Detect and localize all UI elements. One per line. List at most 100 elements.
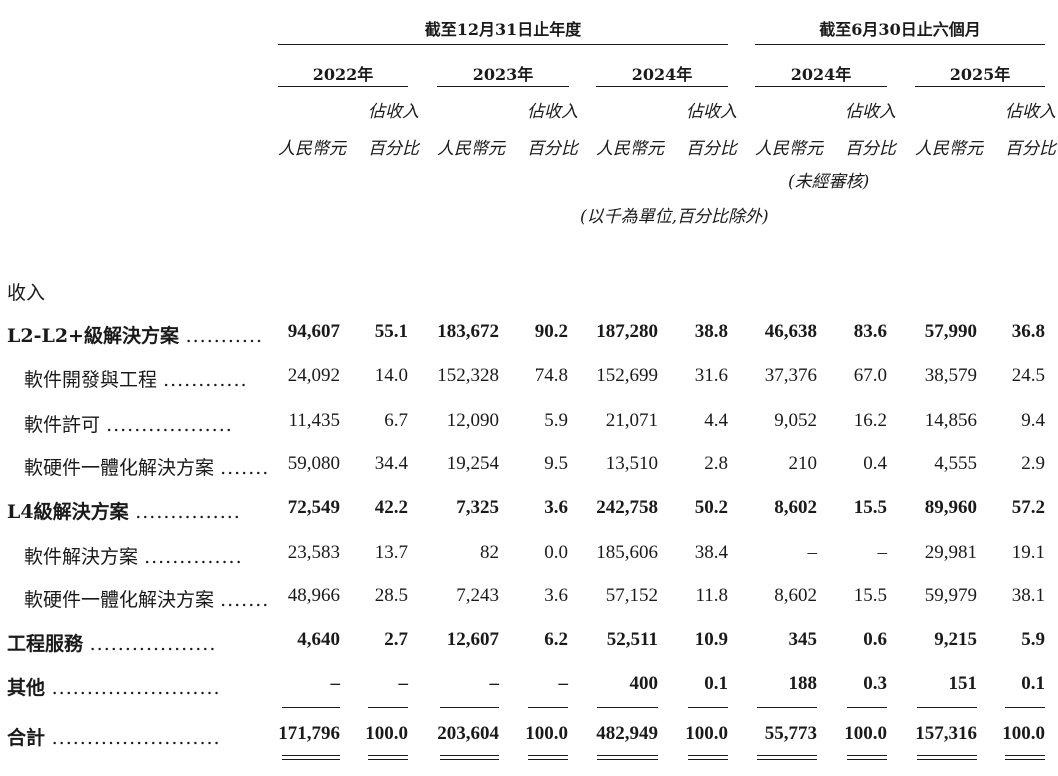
table-cell: 100.0: [844, 723, 887, 744]
table-cell: 12,090: [446, 410, 499, 431]
table-cell: 0.1: [1021, 673, 1045, 694]
row-leader-dots: .......: [220, 589, 270, 611]
table-cell: –: [558, 673, 569, 694]
period-year-header: 截至12月31日止年度: [424, 20, 582, 39]
table-cell: 152,699: [596, 365, 658, 386]
table-cell: 50.2: [694, 497, 728, 518]
table-cell: 28.5: [374, 585, 408, 606]
table-cell: 23,583: [287, 542, 340, 563]
table-cell: 171,796: [278, 723, 340, 744]
year-header-2024: 2024年: [631, 65, 693, 84]
row-label: 軟件解決方案 ..............: [24, 542, 243, 569]
row-leader-dots: ...........: [185, 325, 264, 347]
table-cell: 9,052: [774, 410, 817, 431]
table-cell: 38,579: [924, 365, 977, 386]
total-double-rule: [757, 755, 817, 760]
table-cell: 203,604: [437, 723, 499, 744]
table-cell: 2.7: [384, 629, 408, 650]
unaudited-note: (未經審核): [788, 172, 870, 192]
year-rule-2024-h1: [755, 86, 887, 87]
row-label: 軟硬件一體化解決方案 .......: [24, 585, 269, 612]
table-cell: 185,606: [596, 542, 658, 563]
subtotal-rule: [1005, 707, 1045, 708]
table-cell: 82: [480, 542, 499, 563]
total-double-rule: [368, 755, 408, 760]
table-cell: 21,071: [605, 410, 658, 431]
table-cell: –: [489, 673, 500, 694]
table-cell: –: [330, 673, 341, 694]
table-cell: 72,549: [287, 497, 340, 518]
col-pct-line1: 佔收入: [368, 102, 419, 122]
table-cell: 4.4: [704, 410, 728, 431]
row-label: 軟硬件一體化解決方案 .......: [24, 453, 269, 480]
year-rule-2024: [596, 86, 728, 87]
col-pct-line2: 百分比: [686, 139, 737, 159]
subtotal-rule: [917, 707, 977, 708]
table-cell: 152,328: [437, 365, 499, 386]
row-leader-dots: ..............: [144, 546, 243, 568]
table-cell: 8,602: [774, 497, 817, 518]
table-cell: 14,856: [924, 410, 977, 431]
table-cell: 210: [788, 453, 818, 474]
col-rmb: 人民幣元: [437, 139, 505, 159]
subtotal-rule: [597, 707, 658, 708]
col-pct-line1: 佔收入: [1005, 102, 1056, 122]
row-label-text: 軟件許可: [24, 414, 101, 436]
table-cell: 57,152: [605, 585, 658, 606]
total-double-rule: [1005, 755, 1045, 760]
table-cell: 5.9: [544, 410, 568, 431]
row-label-text: 軟硬件一體化解決方案: [24, 457, 215, 479]
table-cell: 94,607: [287, 321, 340, 342]
row-leader-dots: ..................: [106, 414, 233, 436]
row-leader-dots: ..................: [89, 633, 217, 655]
table-cell: 0.4: [863, 453, 887, 474]
table-cell: 90.2: [534, 321, 568, 342]
table-cell: 11.8: [695, 585, 728, 606]
table-cell: 9.5: [544, 453, 568, 474]
row-leader-dots: .......: [220, 457, 270, 479]
table-cell: 89,960: [924, 497, 977, 518]
year-rule-2025-h1: [915, 86, 1045, 87]
table-cell: 3.6: [544, 585, 568, 606]
table-cell: 46,638: [764, 321, 817, 342]
row-label: L2-L2+級解決方案 ...........: [7, 321, 263, 348]
table-cell: 10.9: [694, 629, 728, 650]
subtotal-rule: [440, 707, 499, 708]
table-cell: 345: [788, 629, 818, 650]
row-label: 工程服務 ..................: [7, 629, 216, 656]
year-rule-2022: [278, 86, 408, 87]
subtotal-rule: [368, 707, 408, 708]
table-cell: 6.2: [544, 629, 568, 650]
table-cell: 11,435: [288, 410, 340, 431]
table-cell: 29,981: [924, 542, 977, 563]
table-cell: 242,758: [596, 497, 658, 518]
table-cell: 67.0: [853, 365, 887, 386]
table-cell: 15.5: [853, 585, 887, 606]
table-cell: 100.0: [1002, 723, 1045, 744]
table-cell: 7,243: [456, 585, 499, 606]
total-double-rule: [282, 755, 340, 760]
table-cell: 34.4: [374, 453, 408, 474]
col-rmb: 人民幣元: [596, 139, 664, 159]
table-cell: 24,092: [287, 365, 340, 386]
row-label-text: 軟硬件一體化解決方案: [24, 589, 215, 611]
table-cell: 9,215: [934, 629, 977, 650]
table-cell: 157,316: [915, 723, 977, 744]
col-pct-line2: 百分比: [368, 139, 419, 159]
year-header-2023: 2023年: [472, 65, 534, 84]
table-cell: 100.0: [685, 723, 728, 744]
row-leader-dots: ........................: [51, 727, 221, 749]
row-leader-dots: ...............: [135, 501, 241, 523]
row-label-text: 工程服務: [7, 633, 84, 655]
subtotal-rule: [528, 707, 568, 708]
period-half-rule: [755, 44, 1045, 45]
table-cell: 100.0: [525, 723, 568, 744]
table-cell: 38.8: [694, 321, 728, 342]
row-label-text: 軟件開發與工程: [24, 369, 158, 391]
row-leader-dots: ........................: [51, 677, 221, 699]
table-cell: 0.6: [863, 629, 887, 650]
table-cell: 52,511: [606, 629, 658, 650]
col-pct-line2: 百分比: [527, 139, 578, 159]
table-cell: 37,376: [764, 365, 817, 386]
table-cell: 0.3: [863, 673, 887, 694]
